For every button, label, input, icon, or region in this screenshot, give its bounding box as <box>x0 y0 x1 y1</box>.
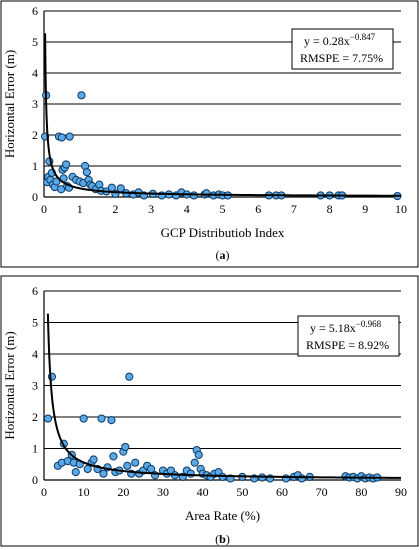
x-tick-label: 1 <box>77 202 83 216</box>
x-tick-label: 7 <box>291 202 297 216</box>
data-point <box>121 442 130 452</box>
data-point <box>107 416 116 425</box>
data-point <box>97 414 106 423</box>
x-tick-label: 0 <box>41 485 47 499</box>
x-tick-label: 10 <box>78 485 90 499</box>
data-point <box>77 91 86 100</box>
y-tick-label: 0 <box>32 473 38 487</box>
chart-a: 0 1 2 3 4 5 6 0 1 2 3 4 5 6 7 8 9 10 GCP Distributiob Inde… <box>0 0 419 268</box>
fit-curve <box>46 313 402 479</box>
x-axis-title: GCP Distributiob Index <box>161 225 285 240</box>
data-point <box>52 177 61 186</box>
data-point <box>65 132 74 141</box>
fit-equation: y = 5.18x−0.968 <box>310 319 382 335</box>
y-tick-label: 2 <box>32 410 38 424</box>
y-tick-label: 4 <box>32 66 38 80</box>
data-point <box>125 372 134 381</box>
data-point <box>109 452 118 461</box>
x-tick-label: 80 <box>355 485 367 499</box>
y-tick-label: 1 <box>32 159 38 173</box>
y-axis-title: Horizontal Error (m) <box>2 331 17 439</box>
panel-label: (a) <box>216 248 230 262</box>
data-point <box>82 168 91 177</box>
panel-label: (b) <box>215 532 230 546</box>
y-tick-label: 6 <box>32 4 38 18</box>
data-point <box>99 469 108 478</box>
y-tick-label: 2 <box>32 128 38 142</box>
y-tick-label: 6 <box>32 284 38 298</box>
data-point <box>57 133 66 142</box>
data-point <box>89 455 98 464</box>
x-tick-label: 2 <box>112 202 118 216</box>
equation-box <box>291 28 394 70</box>
chart-frame <box>0 275 419 547</box>
x-tick-label: 70 <box>316 485 328 499</box>
rmspe-label: RMSPE = 8.92% <box>306 338 389 352</box>
data-point <box>202 189 211 198</box>
x-tick-label: 30 <box>157 485 169 499</box>
data-point <box>83 464 92 474</box>
data-point <box>43 414 53 423</box>
x-tick-label: 6 <box>255 202 261 216</box>
y-tick-label: 5 <box>32 316 38 330</box>
x-tick-label: 10 <box>395 202 407 216</box>
fit-equation: y = 0.28x−0.847 <box>304 32 376 48</box>
chart-frame <box>0 0 419 268</box>
y-tick-label: 5 <box>32 35 38 49</box>
x-tick-label: 3 <box>148 202 154 216</box>
x-tick-label: 90 <box>395 485 407 499</box>
fit-curve <box>44 33 402 197</box>
x-tick-label: 4 <box>184 202 190 216</box>
x-tick-label: 20 <box>117 485 129 499</box>
x-tick-label: 60 <box>276 485 288 499</box>
x-tick-label: 50 <box>236 485 248 499</box>
data-point <box>62 160 71 169</box>
x-tick-label: 0 <box>41 202 47 216</box>
data-point <box>123 461 132 470</box>
data-point <box>297 474 306 483</box>
x-tick-label: 9 <box>362 202 368 216</box>
x-tick-label: 5 <box>220 202 226 216</box>
data-point <box>190 458 199 467</box>
x-tick-label: 40 <box>197 485 209 499</box>
data-point <box>71 468 80 477</box>
x-axis-title: Area Rate (%) <box>185 508 260 523</box>
data-point <box>79 414 88 423</box>
y-tick-label: 3 <box>32 97 38 111</box>
data-point <box>281 474 291 483</box>
y-tick-label: 3 <box>32 379 38 393</box>
y-tick-label: 4 <box>32 347 38 361</box>
data-point <box>131 458 140 467</box>
rmspe-label: RMSPE = 7.75% <box>300 51 383 65</box>
equation-box <box>297 315 400 357</box>
y-tick-label: 1 <box>32 442 38 456</box>
x-tick-label: 8 <box>327 202 333 216</box>
data-point <box>186 469 195 478</box>
y-axis-title: Horizontal Error (m) <box>2 50 17 158</box>
y-tick-label: 0 <box>32 190 38 204</box>
data-point <box>194 450 203 459</box>
